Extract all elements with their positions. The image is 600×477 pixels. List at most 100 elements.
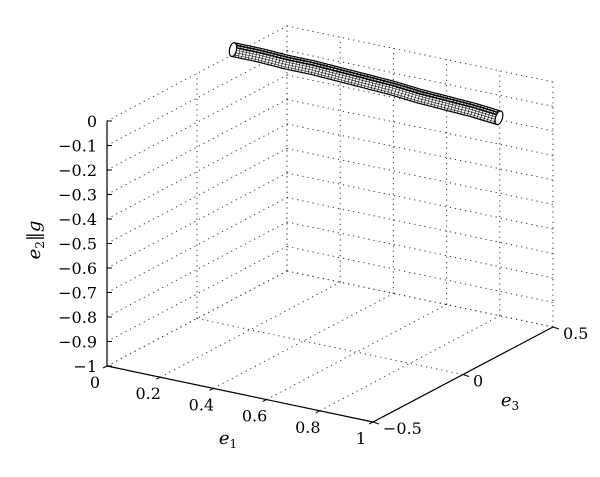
x-tick-label: 1 bbox=[356, 429, 366, 448]
tube-ring bbox=[237, 44, 242, 58]
tube-ring bbox=[486, 108, 492, 122]
grid-line bbox=[286, 123, 554, 181]
tube-ring bbox=[280, 54, 285, 69]
tube-ring bbox=[324, 64, 329, 78]
tube-ring bbox=[423, 91, 428, 105]
tube-ring bbox=[247, 46, 252, 61]
tube-ring bbox=[320, 63, 325, 78]
tube-ring bbox=[367, 75, 372, 89]
tube-ring bbox=[377, 77, 382, 92]
x-tick-label: 0 bbox=[90, 373, 100, 392]
grid-line bbox=[106, 99, 288, 195]
tube-ring bbox=[467, 102, 472, 116]
tube-ring bbox=[463, 101, 468, 115]
tube-ring bbox=[277, 53, 282, 68]
tube-ring bbox=[257, 48, 262, 63]
tube-ring bbox=[460, 100, 465, 115]
x-tick-mark bbox=[262, 399, 267, 403]
y-tick-mark bbox=[372, 421, 380, 425]
tube-ring bbox=[447, 96, 452, 111]
tube-ring bbox=[353, 71, 359, 86]
axis-labels: e1 e3 e2‖g bbox=[24, 221, 519, 451]
grid-line bbox=[286, 172, 554, 230]
x-tick-mark bbox=[315, 410, 321, 414]
tube-ring bbox=[350, 71, 355, 85]
tube-ring bbox=[417, 89, 422, 103]
grid-line bbox=[286, 148, 554, 205]
tube-ring bbox=[337, 67, 342, 82]
tube-ring bbox=[241, 44, 245, 59]
tube-ring bbox=[370, 76, 375, 90]
tube-ring bbox=[440, 95, 445, 109]
tube-ring bbox=[291, 56, 295, 71]
tube-ring bbox=[450, 97, 455, 112]
z-tick-label: −0.8 bbox=[58, 308, 97, 327]
tube-ring bbox=[297, 57, 302, 72]
z-tick-label: −0.4 bbox=[58, 210, 97, 229]
tube-ring bbox=[340, 68, 345, 83]
tube-ring bbox=[310, 60, 315, 75]
x-axis-label: e1 bbox=[219, 428, 237, 451]
z-tick-label: −0.7 bbox=[58, 284, 97, 303]
grid-line bbox=[286, 221, 554, 279]
tube-ring bbox=[380, 78, 385, 93]
tube-ring bbox=[294, 57, 298, 72]
z-tick-label: −1 bbox=[73, 357, 97, 376]
tube-ring bbox=[307, 60, 312, 74]
tube-ring bbox=[443, 96, 448, 110]
z-tick-label: −0.9 bbox=[58, 333, 97, 352]
grid-line bbox=[319, 315, 501, 412]
tick-labels: 0 0.2 0.4 0.6 0.8 1 −0.5 0 0.5 0 −0.1 −0.2 −0.3 −0.4 −… bbox=[58, 112, 588, 448]
tube-ring bbox=[270, 51, 275, 66]
tube-ring bbox=[476, 105, 482, 119]
grid-line bbox=[159, 281, 341, 378]
tube-ring bbox=[334, 66, 339, 81]
tube-ring bbox=[410, 87, 415, 101]
z-tick-label: 0 bbox=[87, 112, 97, 131]
tube-ring bbox=[254, 47, 259, 62]
x-tick-label: 0.8 bbox=[295, 418, 320, 437]
tube-ring bbox=[473, 104, 479, 118]
z-tick-label: −0.5 bbox=[58, 235, 97, 254]
tube-ring bbox=[287, 55, 292, 70]
y-tick-label: −0.5 bbox=[383, 419, 422, 438]
x-tick-label: 0.6 bbox=[242, 407, 267, 426]
tube-ring bbox=[470, 102, 475, 117]
tube-ring bbox=[301, 58, 305, 73]
tube-ring bbox=[390, 81, 395, 95]
tube-ring bbox=[453, 98, 458, 113]
z-tick-label: −0.2 bbox=[58, 161, 97, 180]
tube-ring bbox=[330, 65, 335, 80]
tube-ring bbox=[396, 83, 402, 97]
tube-ring bbox=[314, 61, 319, 76]
tube-ring bbox=[430, 92, 435, 107]
tube-ring bbox=[457, 99, 462, 114]
tube-ring bbox=[413, 88, 419, 102]
tube-ring bbox=[480, 106, 485, 120]
x-axis-line bbox=[106, 365, 374, 423]
x-tick-label: 0.2 bbox=[135, 384, 160, 403]
tube-ring bbox=[387, 80, 392, 95]
x-tick-mark bbox=[368, 421, 374, 425]
z-tick-label: −0.1 bbox=[58, 137, 97, 156]
y-tick-label: 0.5 bbox=[563, 324, 588, 343]
tube-ring bbox=[437, 94, 442, 109]
tube-ring bbox=[317, 62, 322, 77]
grid-line bbox=[286, 99, 554, 156]
x-tick-mark bbox=[209, 387, 214, 391]
tube-ring bbox=[327, 65, 332, 79]
x-tick-label: 0.4 bbox=[189, 395, 214, 414]
tube-ring bbox=[264, 50, 269, 64]
tube-ring bbox=[347, 70, 352, 84]
grid-line bbox=[286, 197, 554, 254]
grid-line bbox=[286, 270, 554, 328]
tube-ring bbox=[260, 49, 265, 63]
tube-ring bbox=[357, 72, 362, 87]
tube-ring bbox=[274, 52, 279, 67]
grid-line bbox=[266, 304, 447, 401]
y-axis-label: e3 bbox=[501, 390, 519, 413]
grid-line bbox=[106, 123, 288, 220]
tube-ring bbox=[251, 46, 255, 61]
x-tick-mark bbox=[155, 376, 161, 380]
y-tick-mark bbox=[552, 326, 560, 330]
